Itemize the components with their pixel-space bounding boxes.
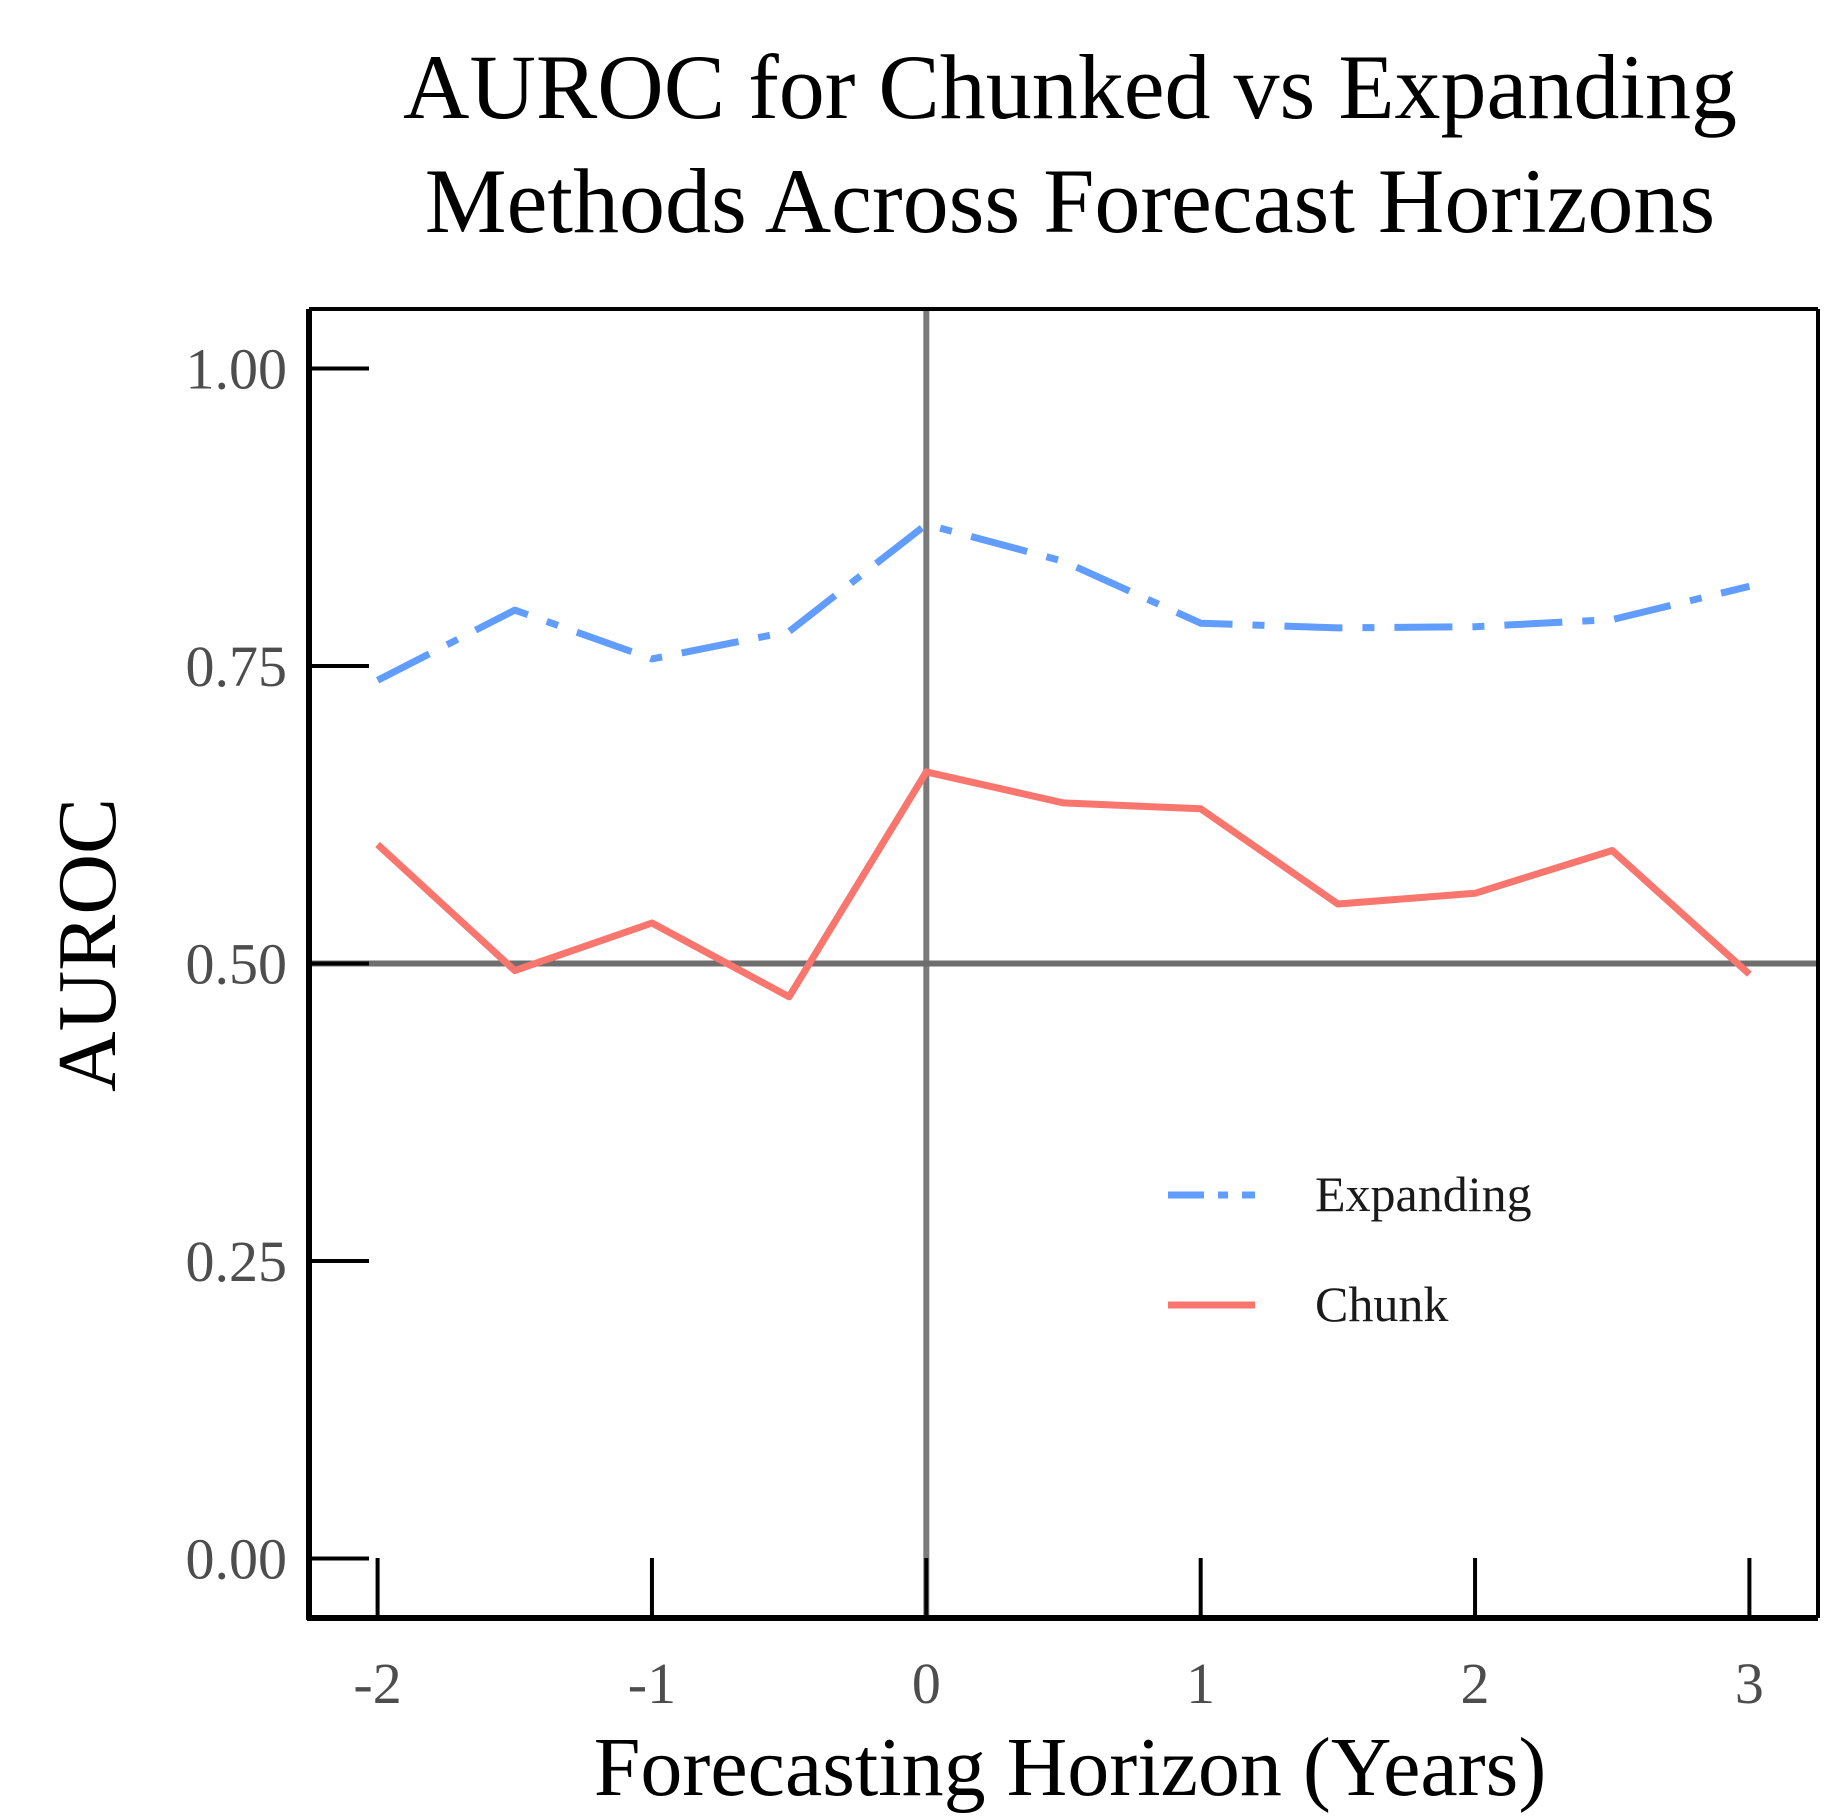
x-tick-label: 1 [1186,1651,1215,1716]
legend-label-chunk: Chunk [1315,1276,1448,1332]
x-tick-label: 2 [1461,1651,1490,1716]
y-tick-label: 0.00 [186,1527,288,1592]
series-line-chunk [375,768,1752,1001]
y-tick-label: 0.25 [186,1229,288,1294]
x-tick-label: -1 [628,1651,676,1716]
series-line-expanding [376,520,1751,684]
y-tick-label: 1.00 [186,337,288,402]
y-axis-title: AUROC [41,798,134,1092]
x-tick-label: 0 [912,1651,941,1716]
legend: Expanding Chunk [1168,1166,1532,1332]
chart-title-line-1: AUROC for Chunked vs Expanding [403,36,1737,138]
chart-title-line-2: Methods Across Forecast Horizons [425,150,1715,252]
x-axis-title: Forecasting Horizon (Years) [594,1721,1547,1814]
legend-label-expanding: Expanding [1315,1166,1532,1222]
x-tick-label: -2 [353,1651,401,1716]
x-tick-label: 3 [1735,1651,1764,1716]
y-tick-label: 0.50 [186,932,288,997]
plot-area: 0.00 0.25 0.50 0.75 1.00 -2 -1 0 1 2 3 [186,307,1820,1716]
y-tick-label: 0.75 [186,634,288,699]
